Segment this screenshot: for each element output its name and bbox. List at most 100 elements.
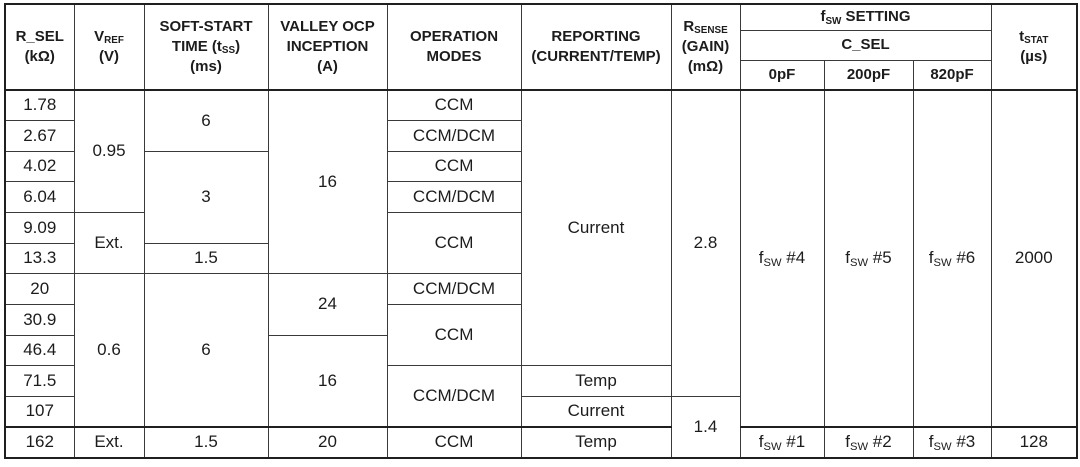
header-t-stat-sub: STAT (1024, 35, 1049, 47)
header-valley-ocp-unit: (A) (317, 57, 338, 75)
header-reporting: REPORTING (CURRENT/TEMP) (520, 3, 672, 91)
fsw-label-base: f (928, 248, 934, 268)
table-row: 13.3 1.5 (4, 242, 1077, 275)
reporting-value: Temp (520, 426, 672, 459)
fsw-label-sub: SW (763, 256, 782, 269)
table-row: 30.9 CCM (4, 304, 1077, 367)
table-row: 1.78 0.95 6 16 CCM Current 2.8 fSW #4 fS… (4, 89, 1078, 428)
header-soft-start-line2a: TIME (t (171, 38, 222, 56)
header-r-sel: R_SEL (kΩ) (4, 3, 75, 91)
header-v-ref-sub: REF (104, 35, 124, 47)
fsw-0pf-value: fSW #4 (739, 89, 825, 428)
fsw-label-sub: SW (850, 440, 869, 453)
valley-ocp-value: 20 (267, 426, 388, 459)
valley-ocp-value: 24 (267, 273, 388, 336)
fsw-label-sub: SW (933, 256, 952, 269)
fsw-label-base: f (845, 432, 850, 452)
table-row: 107 Current 1.4 (4, 396, 1077, 459)
r-sense-value: 2.8 (670, 89, 741, 398)
v-ref-value: Ext. (73, 426, 145, 459)
header-soft-start-time: SOFT-START TIME (tSS) (ms) (143, 3, 269, 91)
header-r-sense: RSENSE (GAIN) (mΩ) (670, 3, 741, 91)
header-r-sense-base: R (683, 18, 695, 36)
valley-ocp-value: 16 (267, 89, 388, 275)
t-stat-value: 2000 (990, 89, 1078, 428)
operation-mode-value: CCM/DCM (386, 181, 522, 214)
fsw-200pf-value: fSW #2 (823, 426, 914, 459)
soft-start-value: 6 (143, 273, 269, 428)
header-soft-start-line2b: ) (235, 38, 241, 56)
r-sel-value: 6.04 (4, 181, 75, 214)
fsw-label-base: f (758, 248, 764, 268)
header-v-ref-base: V (94, 28, 105, 46)
header-r-sel-name: R_SEL (15, 28, 64, 46)
fsw-label-num: #4 (781, 248, 806, 268)
header-r-sel-unit: (kΩ) (24, 48, 55, 65)
r-sel-value: 13.3 (4, 242, 75, 275)
table-row: 71.5 CCM/DCM Temp (4, 365, 1077, 428)
operation-mode-value: CCM (386, 89, 522, 122)
header-c-sel: C_SEL (739, 29, 992, 61)
reporting-value: Temp (520, 365, 672, 398)
r-sel-value: 2.67 (4, 120, 75, 152)
v-ref-value: Ext. (73, 212, 145, 275)
header-fsw-sub: SW (825, 15, 842, 27)
header-reporting-line2: (CURRENT/TEMP) (531, 48, 661, 65)
header-cap-0pf: 0pF (739, 59, 825, 91)
table-row: 9.09 Ext. CCM (4, 212, 1077, 275)
soft-start-value: 1.5 (143, 426, 269, 459)
header-fsw-base: f (820, 8, 826, 26)
v-ref-value: 0.95 (73, 89, 145, 214)
header-soft-start-sub: SS (221, 45, 236, 57)
soft-start-value: 1.5 (143, 242, 269, 275)
header-valley-ocp: VALLEY OCP INCEPTION (A) (267, 3, 388, 91)
r-sel-value: 71.5 (4, 365, 75, 398)
fsw-label-num: #6 (951, 248, 976, 268)
valley-ocp-value: 16 (267, 334, 388, 428)
fsw-label-sub: SW (850, 256, 869, 269)
header-v-ref-unit: (V) (99, 48, 119, 65)
r-sel-value: 20 (4, 273, 75, 306)
operation-mode-value: CCM/DCM (386, 120, 522, 152)
r-sel-value: 1.78 (4, 89, 75, 122)
header-soft-start-line1: SOFT-START (159, 18, 253, 36)
fsw-label-num: #1 (781, 432, 806, 452)
header-t-stat: tSTAT (µs) (990, 3, 1078, 91)
r-sel-value: 9.09 (4, 212, 75, 244)
r-sel-value: 162 (4, 426, 75, 459)
parameter-selection-table: R_SEL (kΩ) VREF (V) SOFT-START TIME (tSS… (4, 3, 1079, 459)
fsw-label-sub: SW (933, 440, 952, 453)
operation-mode-value: CCM/DCM (386, 273, 522, 306)
r-sel-value: 107 (4, 396, 75, 428)
header-operation-line2: MODES (426, 48, 482, 65)
header-reporting-line1: REPORTING (551, 28, 641, 46)
header-valley-ocp-line2: INCEPTION (286, 38, 369, 56)
header-operation-modes: OPERATION MODES (386, 3, 522, 91)
v-ref-value: 0.6 (73, 273, 145, 428)
table-row: 6.04 CCM/DCM (4, 181, 1077, 214)
reporting-value: Current (520, 89, 672, 367)
header-t-stat-base: t (1019, 28, 1025, 46)
soft-start-value: 3 (143, 150, 269, 244)
table-row: 20 0.6 6 24 CCM/DCM (4, 273, 1077, 428)
fsw-0pf-value: fSW #1 (739, 426, 825, 459)
header-v-ref: VREF (V) (73, 3, 145, 91)
r-sense-value: 1.4 (670, 396, 741, 459)
soft-start-value: 6 (143, 89, 269, 152)
table-row: 46.4 16 (4, 334, 1077, 428)
header-t-stat-unit: (µs) (1020, 48, 1048, 65)
header-fsw-setting: fSW SETTING (739, 3, 992, 31)
fsw-200pf-value: fSW #5 (823, 89, 914, 428)
t-stat-value: 128 (990, 426, 1078, 459)
fsw-820pf-value: fSW #3 (912, 426, 992, 459)
header-r-sense-unit: (mΩ) (687, 57, 724, 75)
header-valley-ocp-line1: VALLEY OCP (280, 18, 375, 36)
operation-mode-value: CCM (386, 426, 522, 459)
operation-mode-value: CCM (386, 304, 522, 367)
header-cap-200pf: 200pF (823, 59, 914, 91)
fsw-820pf-value: fSW #6 (912, 89, 992, 428)
header-fsw-rest: SETTING (841, 8, 911, 26)
fsw-label-num: #5 (868, 248, 892, 268)
header-r-sense-gain: (GAIN) (681, 38, 730, 56)
header-soft-start-unit: (ms) (190, 57, 222, 75)
